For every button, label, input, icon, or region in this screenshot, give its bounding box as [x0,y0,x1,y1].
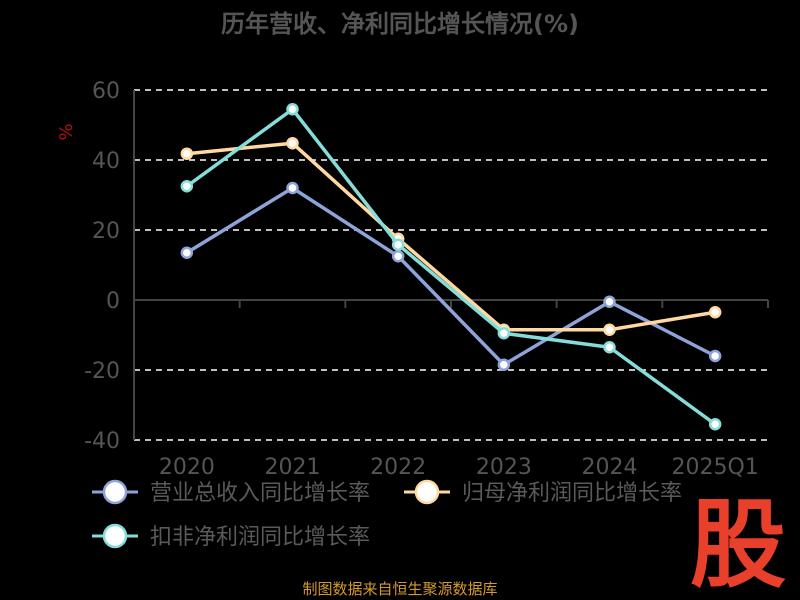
y-tick-label: -20 [84,359,120,384]
legend-marker [102,523,128,549]
data-point [286,103,299,116]
legend-marker [414,479,440,505]
data-point [180,180,194,193]
data-point [497,358,511,371]
axes: 60 40 20 0 -20 -40 2020 2021 2022 2023 2024 2025Q1 [84,79,769,480]
data-point [391,238,405,251]
x-tick-label: 2022 [370,455,426,480]
y-axis-label: % [56,123,77,140]
y-tick-label: 60 [92,79,120,104]
y-tick-label: -40 [84,429,120,454]
data-point [708,349,722,363]
legend-marker [102,479,128,505]
data-point [708,418,722,431]
data-point [497,327,511,340]
x-tick-label: 2020 [159,455,215,480]
data-point [708,306,722,319]
data-point [603,341,616,354]
data-point [603,323,616,336]
data-point [180,147,194,160]
series-line [186,141,716,332]
x-tick-label: 2025Q1 [672,455,759,480]
grid-lines [134,89,768,441]
x-tick-label: 2023 [476,455,532,480]
y-tick-label: 0 [106,289,120,314]
watermark-logo: 股 [690,489,786,600]
series-line [185,107,717,426]
chart-title: 历年营收、净利同比增长情况(%) [221,10,579,38]
data-point [180,246,194,259]
x-tick-label: 2024 [582,455,638,480]
x-tick-label: 2021 [265,455,321,480]
data-point [286,181,299,195]
y-tick-label: 20 [92,219,120,244]
series-lines [180,103,722,431]
data-point [603,295,616,308]
legend-label: 营业总收入同比增长率 [150,481,370,506]
data-point [391,250,405,263]
series-line [185,186,716,367]
legend-label: 扣非净利润同比增长率 [150,525,370,550]
legend-label: 归母净利润同比增长率 [462,481,682,506]
y-tick-label: 40 [92,149,120,174]
data-point [286,136,299,150]
source-note: 制图数据来自恒生聚源数据库 [302,580,497,598]
